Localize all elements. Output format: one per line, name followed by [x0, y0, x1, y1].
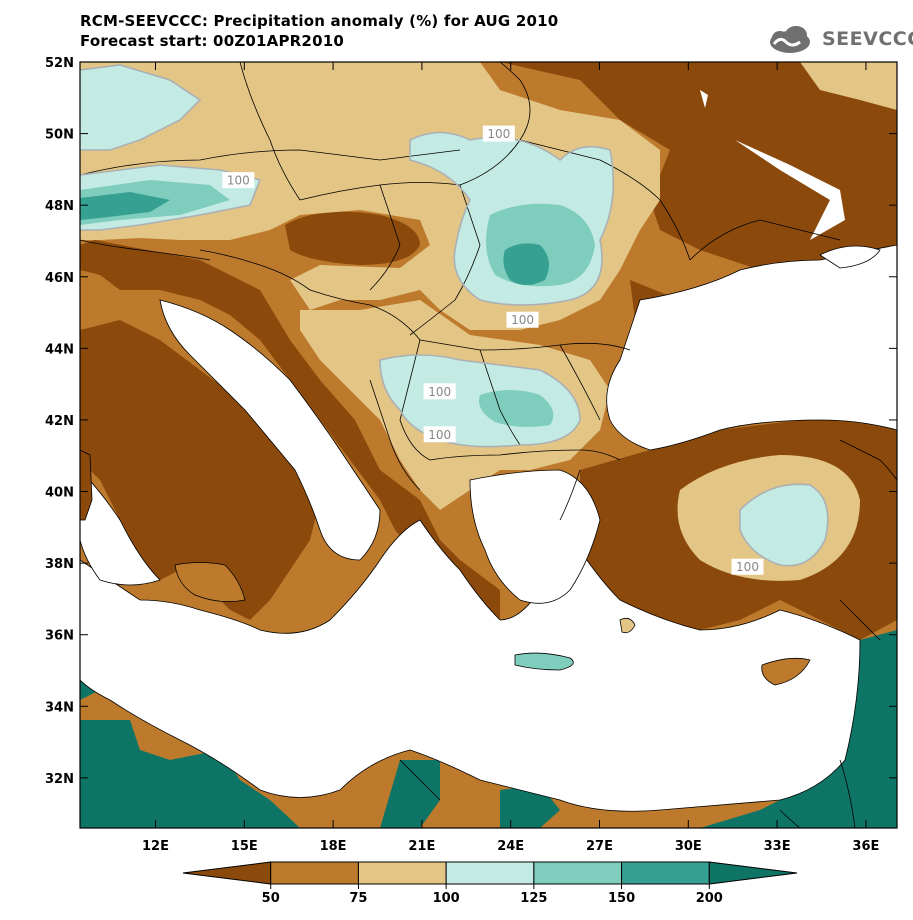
lon-tick-label: 27E: [586, 839, 613, 854]
lon-tick-label: 12E: [142, 839, 169, 854]
lat-tick-label: 32N: [45, 772, 74, 787]
island-sicily: [174, 562, 246, 603]
field-dark-italy: [80, 320, 320, 620]
colorbar-label: 125: [520, 891, 547, 906]
contour-label-text: 100: [511, 313, 534, 327]
field-darkteal-czechia: [80, 192, 170, 220]
field-verydark-levant: [700, 630, 897, 828]
black-sea: [606, 244, 897, 451]
field-teal-bulgaria: [479, 390, 554, 427]
seevccc-logo: [770, 26, 810, 53]
lon-tick-label: 15E: [231, 839, 258, 854]
colorbar-segment: [445, 861, 535, 885]
colorbar-label: 150: [608, 891, 635, 906]
contour-label: 100: [506, 311, 539, 328]
lat-tick-label: 52N: [45, 56, 74, 71]
colorbar: 50 75 100 125 150 200: [182, 861, 798, 906]
coastlines: [80, 239, 581, 521]
forecast-start-label: Forecast start: 00Z01APR2010: [80, 32, 344, 50]
colorbar-segment: [708, 861, 798, 885]
lon-tick-label: 18E: [320, 839, 347, 854]
lat-tick-label: 34N: [45, 700, 74, 715]
lat-tick-label: 46N: [45, 271, 74, 286]
contour-label: 100: [423, 383, 456, 400]
contour-label-text: 100: [487, 127, 510, 141]
colorbar-segment: [182, 861, 272, 885]
mediterranean-sea: [80, 519, 861, 812]
field-verydark-north-africa: [80, 720, 300, 828]
dnieper-reservoir: [735, 140, 845, 240]
contour-label: 100: [482, 125, 515, 142]
colorbar-label: 75: [349, 891, 367, 906]
map-title: RCM-SEEVCCC: Precipitation anomaly (%) f…: [80, 12, 559, 30]
longitude-axis: 12E 15E 18E 21E 24E 27E 30E 33E 36E: [142, 62, 879, 854]
contour-label-text: 100: [428, 428, 451, 442]
latitude-axis: 52N 50N 48N 46N 44N 42N 40N 38N 36N 34N 32N: [45, 56, 897, 787]
adriatic-sea: [159, 299, 381, 561]
colorbar-label: 50: [262, 891, 280, 906]
field-dark-adriatic-coast: [80, 240, 500, 620]
lat-tick-label: 50N: [45, 128, 74, 143]
field-darkteal-romania: [503, 243, 549, 285]
island-rhodes: [619, 617, 636, 634]
contour-label: 100: [222, 172, 255, 189]
colorbar-segment: [270, 861, 359, 885]
lon-tick-label: 36E: [852, 839, 879, 854]
logo-text: SEEVCCC: [822, 28, 913, 50]
lat-tick-label: 44N: [45, 342, 74, 357]
field-dark-ukraine: [500, 62, 897, 280]
contour-label: 100: [423, 426, 456, 443]
field-verydark-libya: [380, 760, 440, 828]
field-cyan-anatolia: [740, 484, 828, 566]
lat-tick-label: 38N: [45, 557, 74, 572]
map-frame: [79, 61, 898, 829]
island-crete: [514, 652, 574, 671]
tyrrhenian-sea: [80, 469, 161, 586]
lat-tick-label: 40N: [45, 486, 74, 501]
lon-tick-label: 30E: [675, 839, 702, 854]
contour-label-text: 100: [227, 174, 250, 188]
contour-label: 100: [731, 558, 764, 575]
national-borders: [80, 62, 897, 828]
contour-100: [80, 64, 829, 567]
azov-sea: [819, 245, 881, 269]
field-cyan-poland: [80, 65, 200, 150]
map-field: [80, 62, 897, 828]
colorbar-label: 100: [433, 891, 460, 906]
colorbar-segment: [533, 861, 623, 885]
contour-label-text: 100: [736, 560, 759, 574]
lon-tick-label: 21E: [408, 839, 435, 854]
lat-tick-label: 36N: [45, 629, 74, 644]
colorbar-label: 200: [696, 891, 723, 906]
contour-label-text: 100: [428, 385, 451, 399]
island-sardinia-corner: [80, 449, 93, 521]
lat-tick-label: 48N: [45, 199, 74, 214]
lon-tick-label: 33E: [764, 839, 791, 854]
colorbar-segment: [357, 861, 447, 885]
colorbar-segment: [621, 861, 710, 885]
island-cyprus: [761, 657, 811, 686]
cloud-icon: [770, 26, 810, 53]
lat-tick-label: 42N: [45, 414, 74, 429]
contour-labels: 100 100 100 100 100 100: [222, 125, 764, 575]
field-dark-pannonia: [285, 211, 420, 265]
field-tan-ukraine-north: [800, 62, 897, 110]
lon-tick-label: 24E: [497, 839, 524, 854]
river-reservoir-north: [700, 90, 708, 108]
